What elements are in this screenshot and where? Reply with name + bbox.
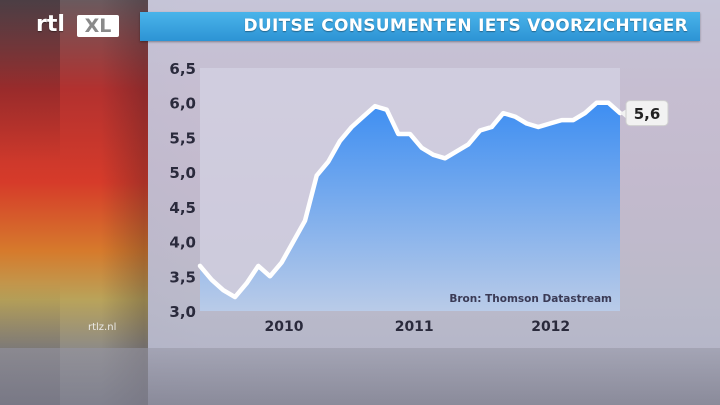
x-axis: 2010 2011 2012 xyxy=(265,319,571,335)
series-area-fill xyxy=(200,102,620,311)
logo-rtl-text: rtl xyxy=(36,12,65,37)
y-axis: 3,0 3,5 4,0 4,5 5,0 5,5 6,0 6,5 xyxy=(169,60,196,321)
y-tick-label: 3,0 xyxy=(169,303,196,321)
title-bar: DUITSE CONSUMENTEN IETS VOORZICHTIGER xyxy=(140,12,700,41)
y-tick-label: 6,0 xyxy=(169,95,196,113)
rtlz-watermark: rtlz.nl xyxy=(88,322,117,333)
callout-box xyxy=(625,100,669,127)
y-tick-label: 5,5 xyxy=(169,129,196,147)
chart-title: DUITSE CONSUMENTEN IETS VOORZICHTIGER xyxy=(243,16,688,36)
x-tick-label: 2011 xyxy=(395,319,434,335)
background-shade xyxy=(0,0,60,405)
last-value-label: 5,6 xyxy=(634,105,661,123)
source-note: Bron: Thomson Datastream xyxy=(449,293,612,305)
y-tick-label: 6,5 xyxy=(169,60,196,78)
y-tick-label: 4,5 xyxy=(169,199,196,217)
lower-band xyxy=(0,348,720,405)
x-tick-label: 2012 xyxy=(531,319,570,335)
logo-xl-badge: XL xyxy=(77,15,119,37)
y-tick-label: 5,0 xyxy=(169,164,196,182)
x-tick-label: 2010 xyxy=(265,319,304,335)
y-tick-label: 3,5 xyxy=(169,268,196,286)
last-value-callout: 5,6 xyxy=(620,100,669,127)
y-tick-label: 4,0 xyxy=(169,234,196,252)
series-line xyxy=(197,100,623,300)
